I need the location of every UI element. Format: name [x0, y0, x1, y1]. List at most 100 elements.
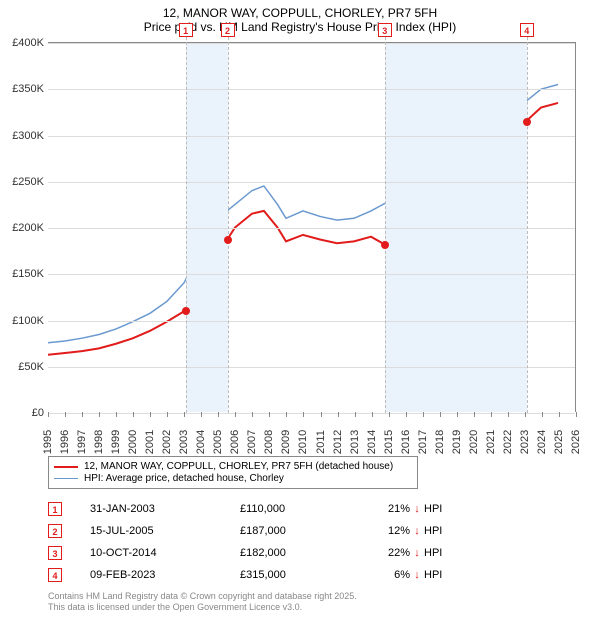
table-row: 310-OCT-2014£182,00022%↓HPI: [48, 542, 548, 564]
x-axis-label: 2011: [315, 430, 327, 454]
marker-box: 1: [179, 23, 193, 37]
footer-line-2: This data is licensed under the Open Gov…: [48, 602, 357, 614]
table-cell-hpi: HPI: [424, 547, 464, 559]
down-arrow-icon: ↓: [410, 547, 424, 559]
x-tick: [48, 412, 49, 417]
footer-text: Contains HM Land Registry data © Crown c…: [48, 591, 357, 614]
x-axis-label: 2010: [297, 430, 309, 454]
down-arrow-icon: ↓: [410, 525, 424, 537]
x-tick: [133, 412, 134, 417]
x-tick: [406, 412, 407, 417]
legend-swatch: [54, 478, 78, 480]
y-axis-label: £100K: [2, 315, 44, 327]
x-axis-label: 2023: [519, 430, 531, 454]
x-tick: [525, 412, 526, 417]
x-tick: [65, 412, 66, 417]
chart-plot-area: £0£50K£100K£150K£200K£250K£300K£350K£400…: [48, 42, 576, 412]
x-tick: [338, 412, 339, 417]
title-line-1: 12, MANOR WAY, COPPULL, CHORLEY, PR7 5FH: [0, 6, 600, 20]
table-cell-price: £182,000: [240, 547, 360, 559]
x-tick: [201, 412, 202, 417]
marker-box: 2: [221, 23, 235, 37]
legend-label: 12, MANOR WAY, COPPULL, CHORLEY, PR7 5FH…: [84, 461, 393, 472]
y-axis-label: £250K: [2, 176, 44, 188]
sales-table: 131-JAN-2003£110,00021%↓HPI215-JUL-2005£…: [48, 498, 548, 586]
x-tick: [355, 412, 356, 417]
x-axis-label: 2004: [195, 430, 207, 454]
x-axis-label: 2014: [366, 430, 378, 454]
x-tick: [542, 412, 543, 417]
y-axis-label: £200K: [2, 222, 44, 234]
x-tick: [474, 412, 475, 417]
x-tick: [235, 412, 236, 417]
x-axis-label: 2022: [502, 430, 514, 454]
table-row: 131-JAN-2003£110,00021%↓HPI: [48, 498, 548, 520]
table-cell-price: £315,000: [240, 569, 360, 581]
x-tick: [269, 412, 270, 417]
x-axis-label: 2018: [434, 430, 446, 454]
table-cell-date: 09-FEB-2023: [90, 569, 240, 581]
table-cell-hpi: HPI: [424, 569, 464, 581]
down-arrow-icon: ↓: [410, 569, 424, 581]
legend-box: 12, MANOR WAY, COPPULL, CHORLEY, PR7 5FH…: [48, 456, 418, 489]
table-marker-box: 3: [48, 546, 62, 560]
x-tick: [286, 412, 287, 417]
sale-point: [182, 307, 190, 315]
x-axis-label: 2001: [144, 430, 156, 454]
table-row: 4 09-FEB-2023£315,0006%↓HPI: [48, 564, 548, 586]
marker-box: 3: [378, 23, 392, 37]
x-tick: [389, 412, 390, 417]
footer-line-1: Contains HM Land Registry data © Crown c…: [48, 591, 357, 603]
x-axis-label: 2005: [212, 430, 224, 454]
x-axis-label: 2025: [553, 430, 565, 454]
x-axis-label: 2019: [451, 430, 463, 454]
table-cell-date: 31-JAN-2003: [90, 503, 240, 515]
x-axis-label: 2021: [485, 430, 497, 454]
legend-row: 12, MANOR WAY, COPPULL, CHORLEY, PR7 5FH…: [54, 461, 412, 472]
table-cell-pct: 21%: [360, 503, 410, 515]
x-axis-label: 1999: [110, 430, 122, 454]
table-cell-price: £187,000: [240, 525, 360, 537]
x-tick: [491, 412, 492, 417]
x-tick: [82, 412, 83, 417]
x-axis-label: 2006: [229, 430, 241, 454]
table-marker-box: 2: [48, 524, 62, 538]
x-tick: [167, 412, 168, 417]
sale-point: [523, 118, 531, 126]
gridline-h: [48, 367, 575, 368]
marker-line: [385, 37, 386, 413]
x-tick: [150, 412, 151, 417]
x-tick: [457, 412, 458, 417]
table-marker-box: 4: [48, 568, 62, 582]
y-axis-label: £400K: [2, 37, 44, 49]
table-cell-price: £110,000: [240, 503, 360, 515]
x-axis-label: 1995: [42, 430, 54, 454]
x-axis-label: 2026: [570, 430, 582, 454]
table-cell-hpi: HPI: [424, 525, 464, 537]
x-axis-label: 2013: [349, 430, 361, 454]
x-tick: [576, 412, 577, 417]
x-axis-label: 1997: [76, 430, 88, 454]
x-tick: [99, 412, 100, 417]
x-axis-label: 2015: [383, 430, 395, 454]
sale-point: [224, 236, 232, 244]
legend-label: HPI: Average price, detached house, Chor…: [84, 473, 284, 484]
y-axis-label: £50K: [2, 361, 44, 373]
table-cell-pct: 6%: [360, 569, 410, 581]
chart-container: 12, MANOR WAY, COPPULL, CHORLEY, PR7 5FH…: [0, 0, 600, 620]
title-block: 12, MANOR WAY, COPPULL, CHORLEY, PR7 5FH…: [0, 0, 600, 34]
x-tick: [218, 412, 219, 417]
x-tick: [116, 412, 117, 417]
x-tick: [440, 412, 441, 417]
y-axis-label: £0: [2, 407, 44, 419]
sale-point: [381, 241, 389, 249]
x-axis-label: 2008: [263, 430, 275, 454]
gridline-h: [48, 228, 575, 229]
table-marker-box: 1: [48, 502, 62, 516]
x-axis-label: 2012: [332, 430, 344, 454]
gridline-h: [48, 43, 575, 44]
x-tick: [423, 412, 424, 417]
gridline-h: [48, 136, 575, 137]
x-axis-label: 2016: [400, 430, 412, 454]
x-tick: [252, 412, 253, 417]
